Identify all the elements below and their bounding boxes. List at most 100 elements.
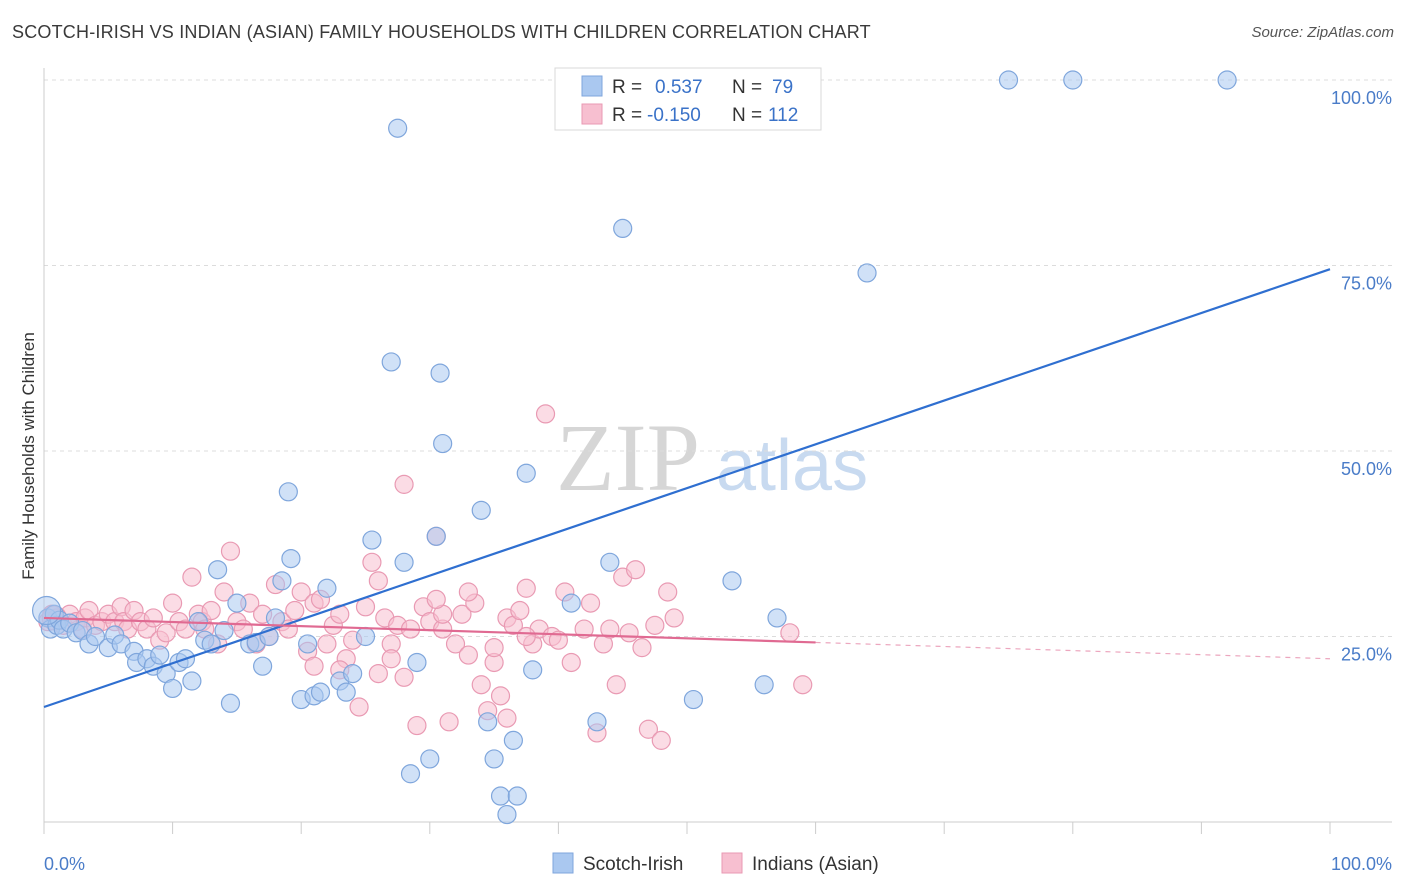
indians-asian-point [632, 638, 652, 658]
indians-asian-point [426, 589, 446, 610]
indians-asian-point [368, 663, 388, 684]
scotch-irish-point [420, 749, 440, 769]
indians-asian-point [664, 608, 684, 628]
indians-asian-point [214, 582, 234, 602]
scotch-irish-point [336, 682, 356, 702]
scotch-irish-point [478, 712, 498, 732]
y-tick-label-100: 100.0% [1331, 88, 1392, 108]
trend-line-scotch-irish [43, 268, 1331, 709]
indians-asian-point [156, 623, 176, 643]
scotch-irish-point [317, 578, 337, 598]
indians-asian-point [291, 582, 311, 602]
indians-asian-point [580, 593, 601, 613]
y-tick-label-25: 25.0% [1341, 645, 1392, 665]
scotch-irish-point [208, 560, 228, 580]
scotch-irish-point [683, 689, 704, 710]
indians-asian-point [220, 541, 241, 561]
scotch-irish-point [182, 671, 202, 691]
indians-asian-point [368, 571, 388, 591]
scotch-irish-point [388, 118, 408, 138]
legend-swatch-scotch-irish[interactable] [552, 852, 574, 874]
indians-asian-point [182, 567, 202, 587]
indians-asian-point [439, 712, 459, 732]
scotch-irish-point [394, 552, 414, 572]
scotch-irish-point [310, 682, 331, 702]
scotch-irish-point [722, 571, 742, 591]
scotch-irish-point [1217, 70, 1237, 90]
indians-asian-point [645, 615, 665, 635]
scotch-irish-point [1063, 70, 1083, 90]
grid-lines [44, 79, 1392, 637]
scotch-irish-point [754, 675, 774, 695]
scotch-irish-point [613, 218, 633, 238]
scotch-irish-point-cluster [31, 595, 62, 626]
indians-asian-point [516, 578, 536, 598]
scotch-irish-point [503, 730, 523, 750]
scotch-irish-point [253, 656, 273, 676]
scotch-irish-point [278, 482, 298, 502]
legend-swatch-indians-asian[interactable] [721, 852, 743, 874]
indians-asian-point [658, 582, 678, 602]
x-tick-marks [43, 822, 1331, 834]
indians-asian-point [317, 634, 337, 654]
scotch-irish-point [998, 70, 1019, 90]
indians-asian-point [516, 626, 536, 647]
indians-asian-point [445, 634, 466, 654]
chart-title: SCOTCH-IRISH VS INDIAN (ASIAN) FAMILY HO… [12, 22, 871, 42]
stats-n-value-1: 79 [772, 77, 793, 98]
x-tick-label-max: 100.0% [1331, 854, 1392, 874]
indians-asian-point [651, 730, 671, 750]
stats-r-value-2: -0.150 [647, 105, 701, 126]
stats-n-value-2: 112 [768, 105, 798, 126]
scotch-irish-point [400, 764, 421, 784]
indians-asian-point [780, 623, 800, 643]
scotch-irish-point [220, 693, 241, 713]
indians-asian-point [600, 619, 620, 639]
indians-asian-point [285, 600, 305, 621]
indians-asian-point [143, 608, 163, 628]
indians-asian-point [548, 630, 569, 650]
scotch-irish-point [265, 608, 286, 628]
scotch-irish-point [281, 548, 301, 569]
legend-label-indians-asian[interactable]: Indians (Asian) [752, 854, 879, 875]
indians-asian-point [490, 686, 511, 706]
stats-legend-swatch-pink [581, 103, 603, 125]
scotch-irish-point [343, 663, 363, 684]
indians-asian-point [471, 675, 491, 695]
scotch-irish-point [484, 749, 504, 769]
scotch-irish-point [497, 804, 517, 825]
scotch-irish-point [150, 645, 170, 665]
indians-asian-point [606, 675, 626, 695]
indians-asian-point [381, 649, 401, 669]
scotch-irish-point [407, 652, 427, 673]
scotch-irish-point [298, 634, 318, 654]
indians-asian-point [484, 638, 504, 658]
watermark-atlas: atlas [716, 426, 868, 506]
indians-asian-point [452, 604, 472, 624]
indians-asian-point [619, 623, 639, 643]
indians-asian-point [793, 675, 813, 695]
chart-source: Source: ZipAtlas.com [1251, 24, 1394, 41]
scotch-irish-point [490, 786, 511, 806]
stats-n-label-2: N = [732, 105, 762, 126]
scotch-irish-point [227, 593, 247, 613]
indians-asian-point [574, 619, 594, 639]
indians-asian-point [163, 593, 183, 613]
indians-asian-point [362, 552, 382, 572]
stats-n-label-1: N = [732, 77, 762, 98]
scotch-irish-point [516, 463, 536, 483]
indians-asian-point [625, 560, 646, 580]
scotch-irish-point [426, 526, 446, 546]
scotch-irish-point [471, 500, 491, 520]
scotch-irish-point [381, 352, 401, 372]
indians-asian-point [304, 656, 324, 676]
y-tick-label-75: 75.0% [1341, 274, 1392, 294]
y-axis-label: Family Households with Children [19, 332, 38, 580]
scotch-irish-point [523, 660, 543, 680]
scotch-irish-point [507, 786, 527, 806]
stats-legend-swatch-blue [581, 75, 603, 97]
scotch-irish-point [857, 263, 877, 283]
legend-label-scotch-irish[interactable]: Scotch-Irish [583, 854, 683, 875]
stats-r-label-1: R = [612, 77, 642, 98]
